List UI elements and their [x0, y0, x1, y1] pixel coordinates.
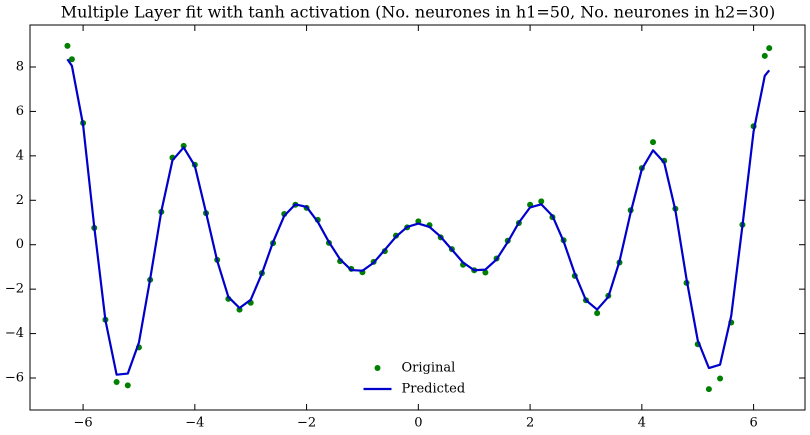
- plot-frame: [29, 24, 806, 411]
- x-tick-label: −2: [297, 416, 316, 431]
- data-point: [482, 269, 489, 276]
- data-point: [415, 218, 422, 225]
- data-point: [650, 139, 657, 146]
- data-point: [124, 382, 131, 389]
- y-tick-label: 0: [16, 237, 24, 252]
- data-point: [113, 379, 120, 386]
- legend-label: Predicted: [402, 382, 466, 397]
- x-tick-label: 0: [414, 416, 422, 431]
- y-tick-label: 4: [16, 148, 24, 163]
- data-point: [705, 386, 712, 393]
- x-tick-label: 4: [638, 416, 646, 431]
- x-tick-label: −6: [73, 416, 92, 431]
- data-point: [180, 142, 187, 149]
- data-point: [766, 45, 773, 52]
- x-tick-label: 6: [749, 416, 757, 431]
- y-tick-label: 6: [16, 104, 24, 119]
- x-tick-label: −4: [185, 416, 204, 431]
- y-tick-label: 2: [16, 193, 24, 208]
- legend-marker: [374, 365, 381, 371]
- chart-title: Multiple Layer fit with tanh activation …: [61, 3, 775, 22]
- y-tick-label: −6: [5, 371, 24, 386]
- data-line: [66, 58, 771, 376]
- data-point: [717, 375, 724, 382]
- data-point: [594, 310, 601, 317]
- data-point: [68, 56, 75, 63]
- y-tick-label: 8: [16, 59, 24, 74]
- data-point: [64, 42, 71, 49]
- y-tick-label: −2: [5, 282, 24, 297]
- x-tick-label: 2: [526, 416, 534, 431]
- legend: Original Predicted: [363, 361, 466, 397]
- y-tick-label: −4: [5, 326, 24, 341]
- data-point: [538, 198, 545, 205]
- data-point: [761, 52, 768, 59]
- legend-label: Original: [402, 361, 456, 376]
